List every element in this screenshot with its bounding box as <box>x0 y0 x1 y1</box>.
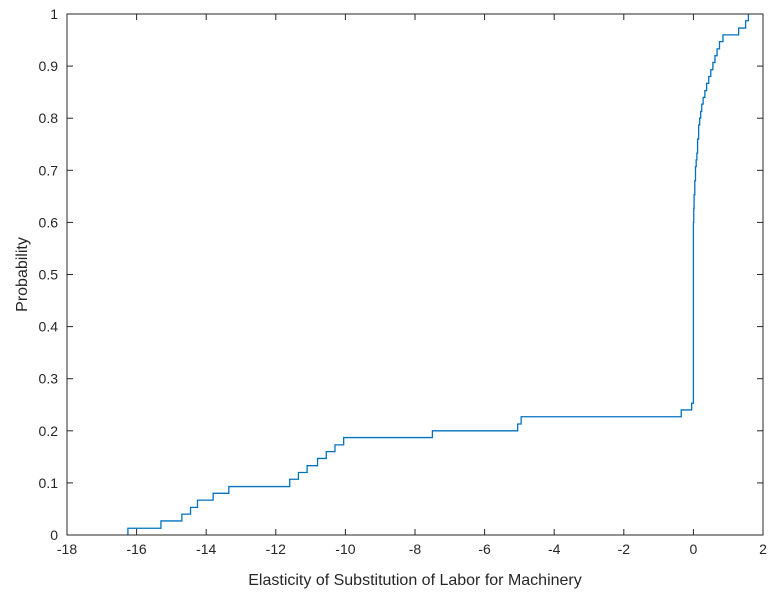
y-tick-label: 1 <box>50 6 58 22</box>
y-tick-label: 0.4 <box>39 319 59 335</box>
x-tick-label: -6 <box>478 541 491 557</box>
x-tick-label: -18 <box>57 541 77 557</box>
x-axis-label: Elasticity of Substitution of Labor for … <box>248 572 582 589</box>
y-tick-label: 0 <box>50 527 58 543</box>
x-tick-label: -8 <box>409 541 422 557</box>
y-tick-label: 0.1 <box>39 475 59 491</box>
y-tick-label: 0.3 <box>39 371 59 387</box>
y-tick-label: 0.5 <box>39 267 59 283</box>
x-tick-label: -10 <box>335 541 355 557</box>
axis-tick-labels: -18 -16 -14 -12 -10 -8 -6 -4 -2 0 2 0 0.1 0.2 0.3 0.4 0.… <box>39 6 768 557</box>
plot-background <box>67 14 763 535</box>
y-tick-label: 0.9 <box>39 58 59 74</box>
plot-frame <box>66 13 764 536</box>
x-tick-label: -12 <box>266 541 286 557</box>
y-tick-label: 0.8 <box>39 110 59 126</box>
x-tick-label: 2 <box>759 541 767 557</box>
y-tick-label: 0.7 <box>39 162 59 178</box>
y-axis-label: Probability <box>14 237 31 312</box>
x-tick-label: -14 <box>196 541 216 557</box>
x-tick-label: 0 <box>690 541 698 557</box>
x-tick-label: -2 <box>618 541 631 557</box>
y-tick-label: 0.6 <box>39 214 59 230</box>
x-tick-label: -16 <box>126 541 146 557</box>
cdf-series-line <box>127 14 750 535</box>
y-tick-label: 0.2 <box>39 423 59 439</box>
x-tick-label: -4 <box>548 541 561 557</box>
